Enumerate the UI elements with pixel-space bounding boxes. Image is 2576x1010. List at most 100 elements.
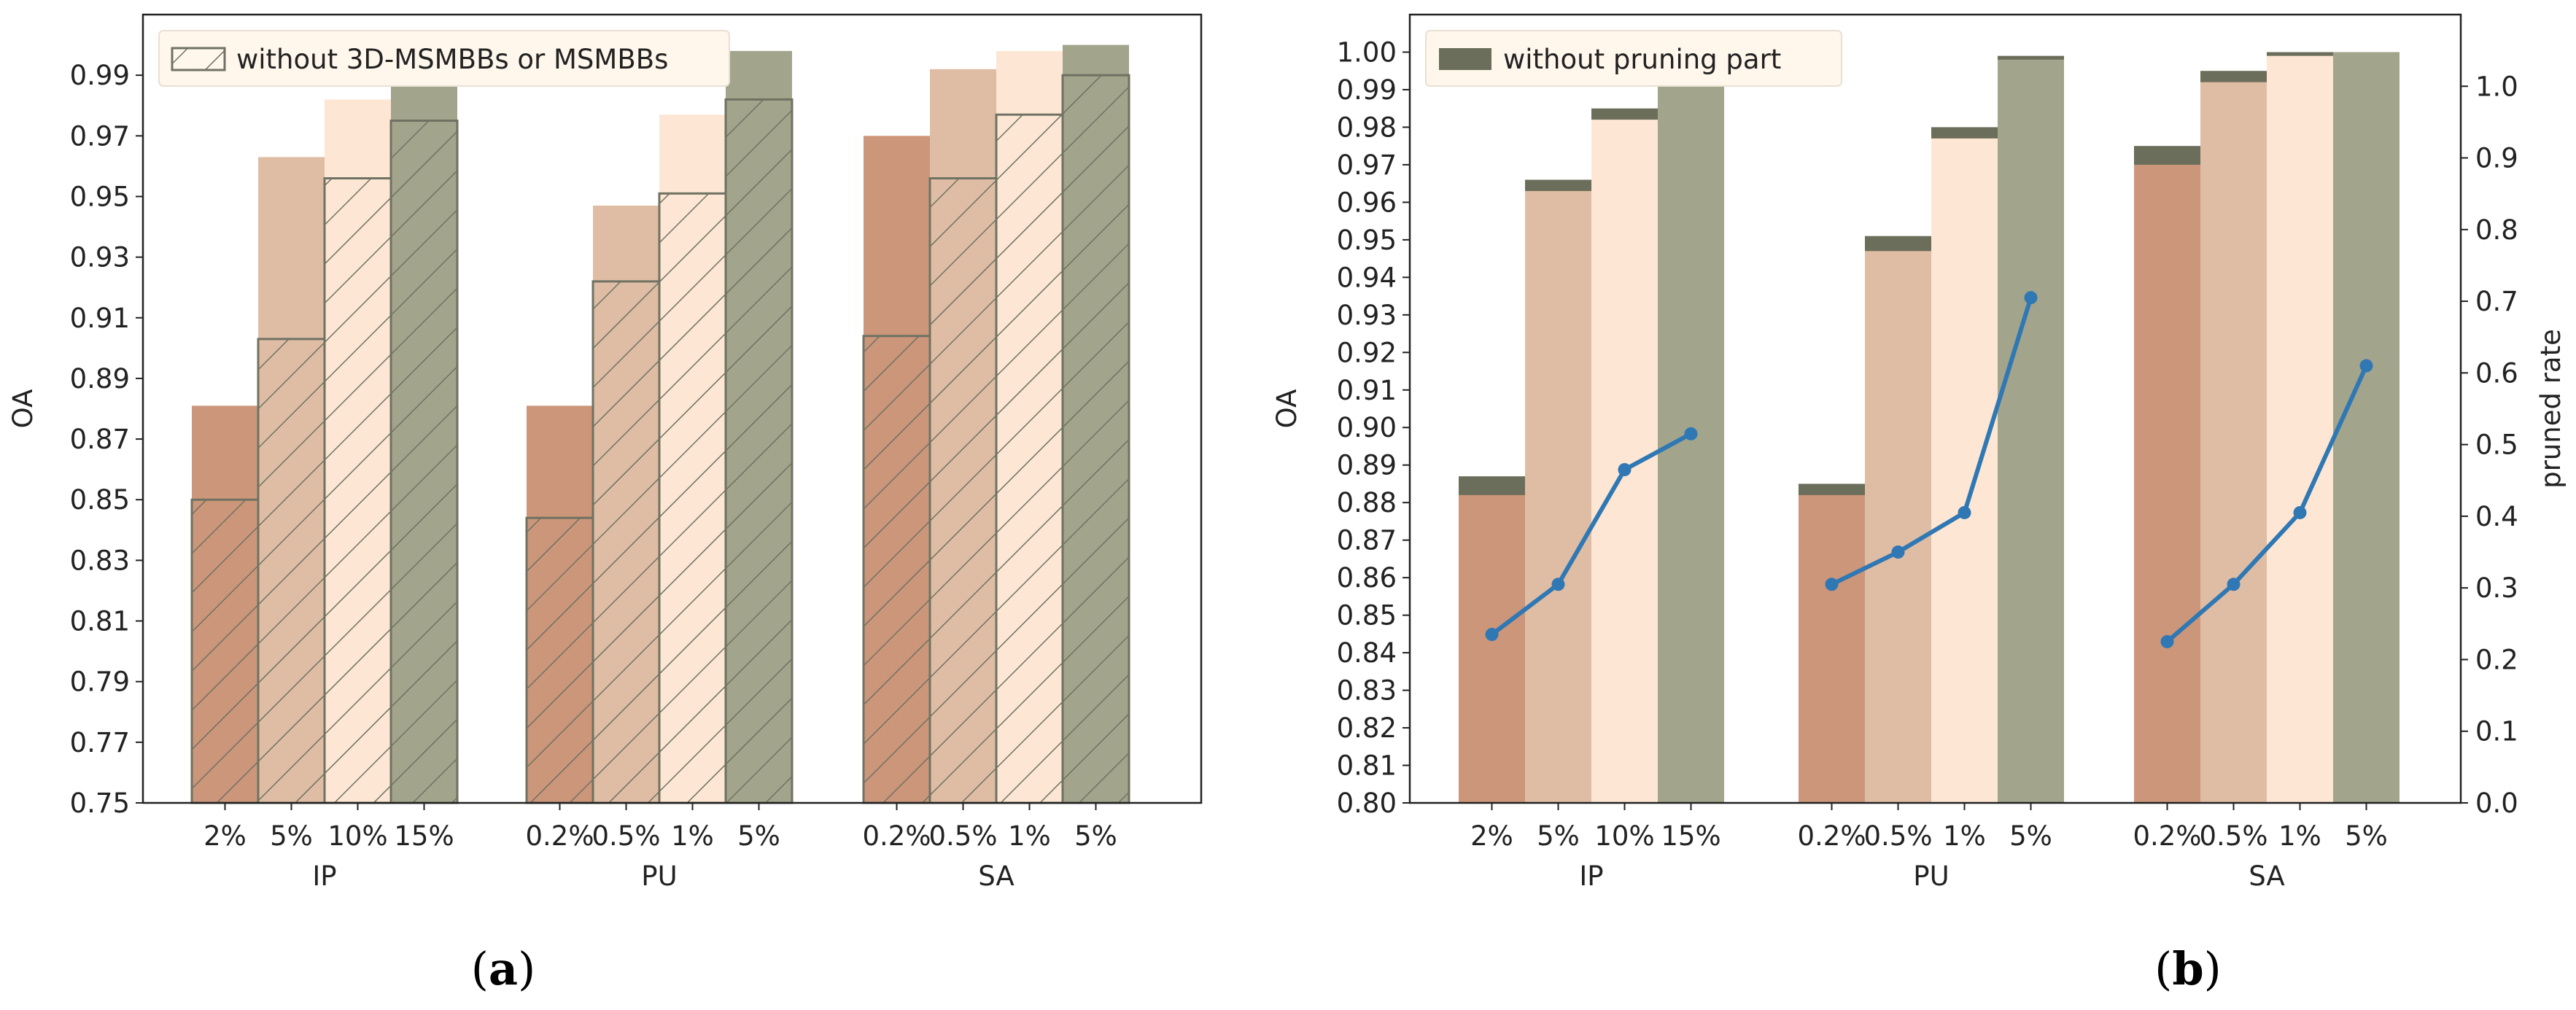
x-tick-label: 2% [203, 820, 247, 852]
y-tick-label: 0.85 [1337, 600, 1397, 632]
bar-hatched-PU-0 [525, 516, 594, 804]
y-tick-label: 0.95 [1337, 225, 1397, 256]
bar-full-IP-1 [1525, 190, 1591, 803]
y-tick-label: 0.79 [70, 667, 130, 698]
y-tick-label: 0.90 [1337, 412, 1397, 443]
chart-panel-b: 2% 5% 10% 15%IP0.2%0.5% 1% 5%PU0.2%0.5% 1% 5%SA… [1271, 13, 2567, 995]
x-tick-label: 5% [270, 820, 313, 852]
y-tick-label: 0.88 [1337, 487, 1397, 518]
x-tick-label: 1% [1008, 820, 1051, 852]
bar-hatched-SA-0 [862, 335, 931, 804]
x-tick-label: 0.2% [1798, 820, 1866, 852]
y-tick-label: 0.81 [1337, 750, 1397, 782]
y-tick-label: 0.91 [1337, 375, 1397, 406]
x-tick-label: 0.2% [2133, 820, 2202, 852]
y-tick-label: 0.77 [70, 727, 130, 758]
pruned-rate-point-PU-2 [1958, 505, 1971, 519]
y2-tick-label: 0.3 [2475, 572, 2518, 604]
pruned-rate-point-SA-2 [2293, 505, 2307, 519]
plot-frame [1408, 13, 2462, 804]
y-tick-label: 0.87 [70, 424, 130, 455]
panel-label: (a) [471, 942, 536, 995]
y-tick-label: 0.93 [70, 242, 130, 273]
group-label-PU: PU [641, 861, 677, 892]
y-tick-label: 0.92 [1337, 337, 1397, 368]
panel-label-letter: a [489, 942, 518, 995]
x-tick-label: 0.5% [2200, 820, 2268, 852]
y-tick-label: 0.98 [1337, 112, 1397, 143]
bar-full-IP-2 [1591, 120, 1658, 804]
x-tick-label: 0.5% [592, 820, 661, 852]
chart-panel-a: 2% 5% 10% 15%IP0.2%0.5% 1% 5%PU0.2%0.5% 1% 5%SA… [7, 13, 1203, 995]
y-tick-label: 0.97 [1337, 149, 1397, 181]
bar-full-PU-3 [1998, 59, 2064, 804]
pruned-rate-line-IP [1490, 432, 1692, 637]
y-tick-label: 0.89 [70, 363, 130, 395]
panel-label-letter: b [2172, 942, 2203, 995]
x-tick-label: 15% [1661, 820, 1720, 852]
legend-swatch-hatched [171, 47, 226, 71]
pruned-rate-point-IP-1 [1551, 578, 1565, 591]
y-tick-label: 0.91 [70, 303, 130, 334]
y-tick-label: 0.87 [1337, 525, 1397, 556]
plot-frame [141, 13, 1203, 804]
legend-box [1425, 30, 1842, 87]
pruned-rate-point-SA-1 [2227, 578, 2241, 591]
y-tick-label: 0.81 [70, 606, 130, 637]
y-tick-label: 0.97 [70, 120, 130, 152]
bar-full-SA-2 [2267, 55, 2333, 804]
x-tick-label: 5% [1074, 820, 1117, 852]
y-tick-label: 0.75 [70, 788, 130, 819]
x-tick-label: 0.2% [526, 820, 594, 852]
bar-full-IP-0 [1459, 494, 1525, 803]
group-label-IP: IP [1579, 861, 1603, 892]
y-tick-label: 0.95 [70, 181, 130, 212]
bar-hatched-SA-2 [995, 113, 1064, 804]
x-tick-label: 5% [737, 820, 780, 852]
y-tick-label: 0.82 [1337, 712, 1397, 744]
y2-tick-label: 1.0 [2475, 71, 2518, 102]
x-tick-label: 0.5% [1864, 820, 1933, 852]
bar-full-PU-1 [1865, 251, 1931, 803]
group-label-SA: SA [2249, 861, 2284, 892]
y-tick-label: 0.94 [1337, 262, 1397, 293]
y-tick-label: 0.93 [1337, 300, 1397, 331]
legend-box [158, 30, 730, 87]
pruned-rate-point-SA-3 [2359, 359, 2373, 373]
y-tick-label: 0.83 [70, 545, 130, 576]
x-tick-label: 1% [1943, 820, 1986, 852]
bar-hatched-SA-3 [1061, 74, 1130, 804]
panel-label: (b) [2154, 942, 2222, 995]
y2-tick-label: 0.9 [2475, 143, 2518, 174]
x-tick-label: 10% [1594, 820, 1654, 852]
x-tick-label: 10% [327, 820, 387, 852]
y2-axis-title: pruned rate [2535, 329, 2567, 489]
pruned-rate-line-SA [2165, 365, 2369, 644]
bar-full-PU-2 [1931, 138, 1998, 803]
legend-swatch-cap [1439, 48, 1491, 70]
y2-tick-label: 0.4 [2475, 501, 2518, 532]
y-tick-label: 0.85 [70, 484, 130, 516]
group-label-IP: IP [312, 861, 336, 892]
pruned-rate-point-IP-0 [1485, 628, 1499, 642]
legend-label: without pruning part [1503, 44, 1781, 75]
y-axis-title: OA [1271, 389, 1303, 429]
bar-hatched-PU-2 [658, 192, 727, 804]
pruned-rate-point-PU-0 [1825, 578, 1839, 591]
bar-full-PU-0 [1799, 494, 1865, 803]
bar-hatched-IP-0 [190, 498, 260, 804]
bar-full-SA-3 [2333, 52, 2400, 803]
bar-full-SA-1 [2200, 82, 2267, 803]
y-axis-title: OA [7, 389, 39, 429]
x-tick-label: 5% [2345, 820, 2388, 852]
x-tick-label: 0.2% [863, 820, 931, 852]
x-tick-label: 5% [2009, 820, 2052, 852]
x-tick-label: 0.5% [929, 820, 998, 852]
x-tick-label: 1% [2278, 820, 2321, 852]
bar-hatched-PU-3 [724, 98, 794, 804]
y-tick-label: 0.83 [1337, 675, 1397, 707]
bar-full-SA-0 [2134, 164, 2200, 803]
group-label-PU: PU [1913, 861, 1949, 892]
